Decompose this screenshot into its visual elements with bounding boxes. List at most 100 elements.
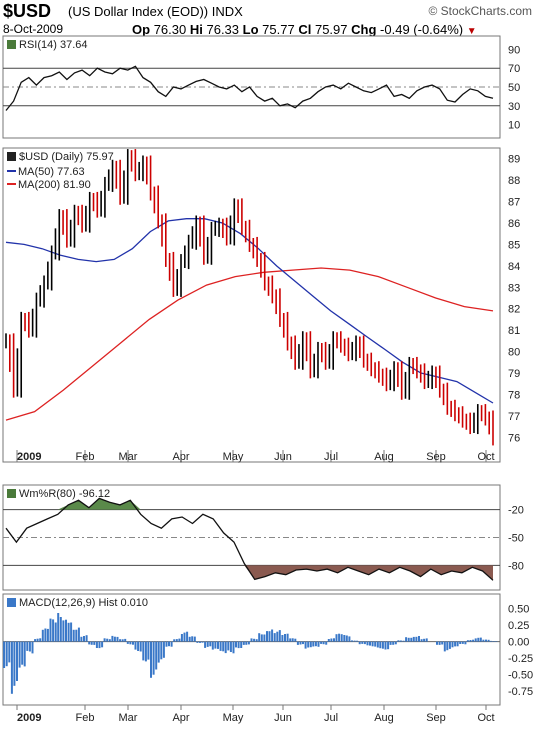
macd-hist-bar (415, 636, 418, 642)
macd-hist-bar (320, 641, 323, 644)
macd-hist-bar (235, 641, 237, 648)
macd-hist-bar (124, 638, 127, 642)
month-label: Oct (477, 712, 494, 724)
macd-hist-bar (284, 634, 286, 642)
macd-hist-bar (59, 617, 62, 642)
macd-hist-bar (31, 641, 34, 654)
macd-hist-bar (307, 641, 310, 648)
macd-hist-bar (137, 641, 140, 651)
macd-hist-bar (402, 640, 405, 642)
macd-hist-bar (217, 641, 219, 649)
macd-hist-bar (95, 641, 98, 648)
macd-hist-bar (309, 641, 312, 648)
rsi-indicator-icon (7, 40, 16, 49)
month-label: Apr (172, 451, 189, 463)
macd-hist-bar (356, 640, 359, 642)
wmr-title: Wm%R(80) -96.12 (19, 488, 110, 500)
macd-hist-bar (304, 641, 307, 649)
macd-hist-bar (106, 638, 109, 642)
macd-hist-bar (371, 641, 374, 647)
macd-hist-bar (152, 641, 155, 675)
macd-hist-bar (193, 636, 196, 642)
price-indicator-icon (7, 152, 16, 161)
macd-hist-bar (366, 641, 369, 646)
macd-hist-bar (299, 641, 302, 645)
macd-hist-bar (5, 641, 8, 667)
price-title: $USD (Daily) 75.97 (19, 151, 114, 163)
macd-hist-bar (260, 634, 263, 642)
macd-hist-bar (139, 641, 142, 652)
macd-hist-bar (312, 641, 315, 647)
macd-hist-bar (255, 639, 258, 642)
macd-hist-bar (410, 637, 413, 642)
macd-hist-bar (263, 634, 266, 642)
macd-hist-bar (132, 641, 134, 645)
macd-hist-bar (214, 641, 217, 649)
macd-hist-bar (485, 639, 487, 642)
macd-hist-bar (384, 641, 387, 650)
macd-indicator-icon (7, 598, 16, 607)
macd-hist-bar (490, 640, 493, 642)
macd-hist-bar (242, 641, 245, 645)
month-label: Jun (274, 712, 292, 724)
macd-hist-bar (170, 641, 173, 647)
macd-hist-bar (461, 641, 464, 644)
month-label: May (223, 712, 244, 724)
macd-hist-bar (294, 638, 297, 642)
macd-hist-bar (487, 639, 490, 642)
macd-hist-bar (420, 639, 423, 642)
macd-hist-bar (204, 641, 207, 648)
macd-hist-bar (157, 641, 160, 663)
macd-hist-bar (49, 618, 52, 642)
macd-hist-bar (75, 629, 78, 642)
macd-tick-label: -0.50 (508, 670, 533, 682)
macd-hist-bar (39, 638, 42, 642)
macd-hist-bar (206, 641, 209, 647)
month-label: Jun (274, 451, 292, 463)
rsi-tick-label: 90 (508, 44, 520, 56)
macd-hist-bar (376, 641, 379, 648)
macd-hist-bar (173, 639, 176, 642)
macd-hist-bar (482, 639, 485, 642)
macd-hist-bar (111, 635, 114, 642)
macd-hist-bar (26, 641, 29, 651)
macd-hist-bar (46, 628, 49, 642)
macd-hist-bar (448, 641, 451, 649)
macd-hist-bar (199, 641, 201, 643)
macd-hist-bar (258, 633, 261, 642)
macd-hist-bar (405, 637, 408, 642)
price-tick-label: 77 (508, 411, 520, 423)
high-value: 76.33 (206, 22, 240, 37)
month-label: May (223, 451, 244, 463)
macd-hist-bar (121, 639, 124, 642)
macd-hist-bar (276, 631, 279, 642)
macd-hist-bar (85, 635, 88, 642)
macd-hist-bar (83, 636, 85, 642)
macd-hist-bar (160, 641, 163, 660)
quote-line: Op 76.30 Hi 76.33 Lo 75.77 Cl 75.97 Chg … (132, 22, 477, 37)
macd-hist-bar (443, 641, 446, 652)
macd-hist-bar (222, 641, 225, 652)
macd-hist-bar (469, 640, 472, 642)
macd-hist-bar (436, 641, 438, 645)
rsi-line (5, 65, 494, 111)
brand-watermark: © StockCharts.com (428, 4, 532, 18)
month-label: Mar (119, 712, 138, 724)
macd-hist-bar (162, 641, 165, 658)
macd-hist-bar (278, 630, 281, 642)
macd-hist-bar (245, 641, 248, 645)
macd-hist-bar (423, 638, 426, 642)
macd-hist-bar (479, 637, 482, 642)
macd-hist-bar (253, 638, 256, 642)
month-label: Jul (324, 712, 338, 724)
macd-hist-bar (286, 633, 289, 642)
macd-hist-bar (168, 641, 170, 647)
month-label: Feb (76, 451, 95, 463)
macd-hist-bar (317, 641, 320, 647)
price-tick-label: 76 (508, 432, 520, 444)
ticker-symbol: $USD (3, 1, 52, 21)
macd-hist-bar (379, 641, 382, 649)
price-tick-label: 89 (508, 154, 520, 166)
macd-hist-bar (363, 641, 366, 645)
macd-hist-bar (250, 638, 253, 642)
